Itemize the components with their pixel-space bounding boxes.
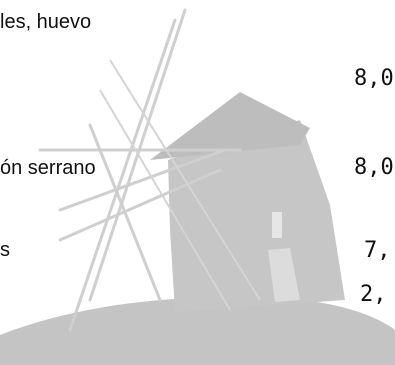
menu-item-price-4: 2, <box>360 282 387 307</box>
menu-item-price-2: 8,0 <box>354 155 394 180</box>
menu-item-name-1: les, huevo <box>0 11 92 33</box>
menu-item-name-3: s <box>0 239 10 261</box>
menu-item-name-2: ón serrano <box>0 157 96 179</box>
menu-item-price-3: 7, <box>364 238 391 263</box>
menu-item-price-1: 8,0 <box>354 66 394 91</box>
